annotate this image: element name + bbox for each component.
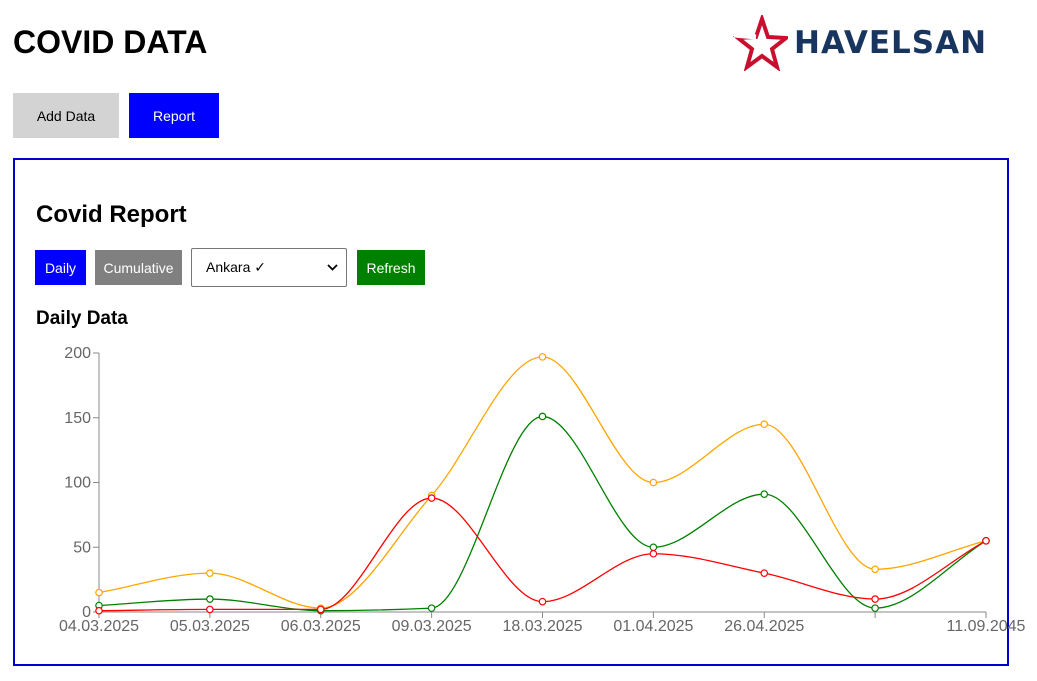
data-point	[760, 490, 769, 498]
city-select-value: Ankara ✓	[206, 259, 266, 275]
data-point	[538, 597, 547, 606]
app-title: COVID DATA	[13, 24, 208, 60]
y-tick-label: 50	[73, 539, 91, 556]
report-panel: Covid Report Daily Cumulative Ankara ✓ R…	[13, 158, 1009, 666]
x-tick-label: 09.03.2025	[392, 618, 472, 635]
x-tick-label: 04.03.2025	[59, 618, 139, 635]
havelsan-logo: HAVELSAN	[732, 14, 987, 72]
data-point	[427, 494, 436, 502]
x-tick-label: 01.04.2025	[613, 618, 693, 635]
data-point	[871, 595, 879, 603]
data-point	[871, 565, 879, 574]
y-tick-label: 0	[82, 604, 91, 621]
data-point	[95, 588, 103, 597]
add-data-button[interactable]: Add Data	[13, 93, 119, 138]
data-point	[206, 595, 214, 603]
x-tick-label: 05.03.2025	[170, 618, 250, 635]
x-tick-label: 11.09.2045	[947, 618, 1026, 635]
x-tick-label: 26.04.2025	[724, 618, 804, 635]
y-tick-label: 100	[64, 475, 91, 492]
chart-points	[95, 353, 990, 615]
y-tick-label: 200	[64, 345, 91, 362]
data-point	[538, 353, 547, 361]
refresh-button[interactable]: Refresh	[357, 250, 425, 285]
city-select[interactable]: Ankara ✓	[191, 248, 347, 287]
data-point	[982, 536, 990, 545]
report-title: Covid Report	[36, 201, 187, 228]
star-logo-icon	[732, 15, 788, 71]
y-tick-label: 150	[64, 410, 91, 427]
series-line-0	[98, 356, 987, 609]
data-point	[649, 549, 658, 558]
series-line-1	[98, 415, 987, 612]
data-point	[649, 478, 658, 487]
data-point	[649, 543, 658, 552]
x-tick-label: 06.03.2025	[281, 618, 361, 635]
x-tick-label: 18.03.2025	[502, 618, 582, 635]
chevron-down-icon	[326, 262, 338, 274]
cumulative-button[interactable]: Cumulative	[95, 250, 182, 285]
data-point	[760, 569, 769, 577]
data-point	[95, 606, 103, 615]
data-point	[316, 605, 325, 614]
data-point	[206, 605, 214, 614]
logo-wordmark: HAVELSAN	[794, 25, 988, 61]
chart-axes: 0 50 100 150 200 04.03.2025 05.03.2025 06.03.20…	[59, 345, 1026, 635]
data-point	[206, 569, 214, 577]
data-point	[538, 412, 547, 421]
data-point	[871, 604, 879, 612]
series-line-2	[98, 497, 987, 612]
daily-data-title: Daily Data	[36, 308, 128, 329]
chart-lines	[98, 356, 987, 612]
daily-button[interactable]: Daily	[35, 250, 86, 285]
report-button[interactable]: Report	[129, 93, 219, 138]
data-point	[760, 420, 769, 429]
data-point	[427, 604, 436, 612]
